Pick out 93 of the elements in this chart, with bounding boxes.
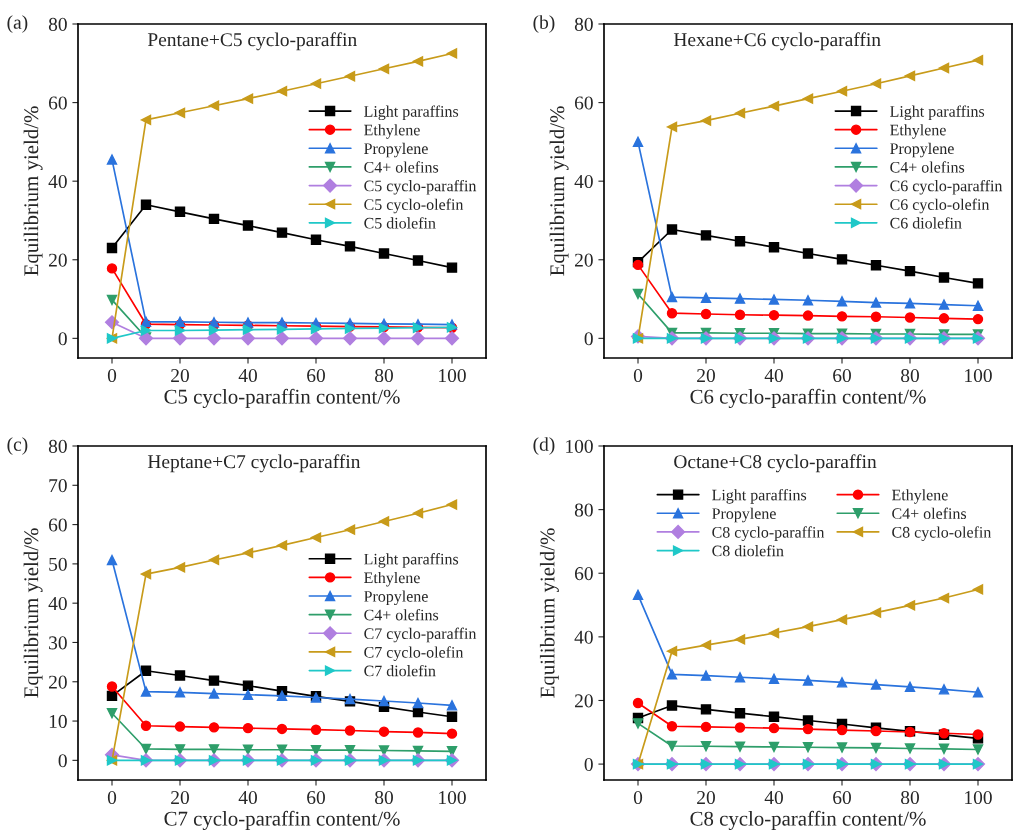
x-tick-label: 0 xyxy=(633,368,643,383)
y-tick-label: 20 xyxy=(574,694,593,708)
x-tick-label: 0 xyxy=(107,368,117,383)
x-axis-title: C5 cyclo-paraffin content/% xyxy=(164,388,400,408)
x-tick-label: 40 xyxy=(238,790,257,805)
y-tick-label: 40 xyxy=(574,174,593,189)
y-axis-title: Equilibrium yield/% xyxy=(549,106,569,276)
legend-label: Propylene xyxy=(890,142,954,158)
x-tick-label: 60 xyxy=(307,368,325,383)
text: (a) xyxy=(7,15,28,33)
x-axis-title: C7 cyclo-paraffin content/% xyxy=(164,810,400,830)
legend-label: C8 cyclo-paraffin xyxy=(712,526,825,541)
legend-label: Light paraffins xyxy=(364,105,459,121)
x-tick-label: 100 xyxy=(439,368,466,383)
legend-label: Light paraffins xyxy=(364,553,459,568)
legend-label: C8 cyclo-olefin xyxy=(892,526,992,541)
text: (d) xyxy=(533,437,555,455)
y-tick-label: 80 xyxy=(48,17,67,31)
chart-title: Pentane+C5 cyclo-paraffin xyxy=(147,32,357,51)
legend-label: C7 cyclo-olefin xyxy=(364,646,464,661)
legend-label: Light paraffins xyxy=(890,105,985,121)
chart-title: Hexane+C6 cyclo-paraffin xyxy=(673,32,881,51)
x-tick-label: 80 xyxy=(375,368,393,383)
legend-label: Propylene xyxy=(364,142,428,158)
x-axis-title: C8 cyclo-paraffin content/% xyxy=(690,810,926,830)
legend-label: C7 diolefin xyxy=(364,664,436,677)
x-tick-label: 100 xyxy=(965,790,992,805)
x-tick-label: 0 xyxy=(633,790,643,805)
x-tick-label: 100 xyxy=(439,790,466,805)
y-tick-label: 40 xyxy=(48,174,67,189)
legend-label: Ethylene xyxy=(891,489,948,504)
y-tick-label: 60 xyxy=(574,96,593,110)
x-axis-title: C6 cyclo-paraffin content/% xyxy=(690,388,926,408)
y-tick-label: 20 xyxy=(48,675,67,689)
x-tick-label: 40 xyxy=(764,790,783,805)
y-tick-label: 10 xyxy=(49,714,67,728)
legend-label: Ethylene xyxy=(890,124,946,139)
y-tick-label: 0 xyxy=(58,332,67,346)
legend-label: C5 cyclo-paraffin xyxy=(364,179,477,195)
x-tick-label: 80 xyxy=(375,790,393,805)
y-tick-label: 80 xyxy=(574,503,593,517)
y-tick-label: 0 xyxy=(584,757,593,772)
legend-label: C7 cyclo-paraffin xyxy=(364,627,477,643)
x-tick-label: 0 xyxy=(107,790,117,805)
legend-label: Ethylene xyxy=(364,571,420,587)
y-tick-label: 20 xyxy=(48,253,67,267)
legend-label: C8 diolefin xyxy=(712,544,784,557)
chart-title: Heptane+C7 cyclo-paraffin xyxy=(147,454,361,473)
x-tick-label: 100 xyxy=(965,368,992,383)
x-tick-label: 40 xyxy=(764,368,783,383)
legend-label: C6 cyclo-paraffin xyxy=(890,179,1003,195)
legend-label: C4+ olefins xyxy=(364,161,439,173)
legend-label: Light paraffins xyxy=(712,488,807,504)
x-tick-label: 60 xyxy=(833,368,851,383)
x-tick-label: 20 xyxy=(171,368,189,383)
y-tick-label: 0 xyxy=(58,754,67,768)
y-tick-label: 0 xyxy=(584,332,593,346)
y-axis-title: Equilibrium yield/% xyxy=(23,528,43,698)
y-tick-label: 60 xyxy=(48,518,67,532)
legend-label: C4+ olefins xyxy=(890,161,965,173)
x-tick-label: 20 xyxy=(697,790,715,805)
x-tick-label: 80 xyxy=(901,368,919,383)
text: (b) xyxy=(533,15,555,33)
legend-label: C4+ olefins xyxy=(364,608,439,621)
legend-label: C6 diolefin xyxy=(890,217,962,229)
y-axis-title: Equilibrium yield/% xyxy=(23,106,43,276)
legend-label: C5 diolefin xyxy=(364,217,436,229)
y-tick-label: 60 xyxy=(574,567,593,581)
legend-label: Propylene xyxy=(712,507,776,523)
x-tick-label: 60 xyxy=(833,790,851,805)
y-axis-title: Equilibrium yield/% xyxy=(539,528,559,698)
text: (c) xyxy=(7,437,28,455)
x-tick-label: 40 xyxy=(238,368,257,383)
y-tick-label: 100 xyxy=(566,439,593,453)
legend-label: C6 cyclo-olefin xyxy=(890,198,990,214)
x-tick-label: 60 xyxy=(307,790,325,805)
y-tick-label: 80 xyxy=(574,17,593,31)
y-tick-label: 60 xyxy=(48,96,67,110)
legend-label: Ethylene xyxy=(364,124,420,139)
y-tick-label: 50 xyxy=(49,557,67,571)
y-tick-label: 70 xyxy=(49,479,67,493)
legend-label: C4+ olefins xyxy=(892,507,967,520)
chart-title: Octane+C8 cyclo-paraffin xyxy=(674,454,877,473)
x-tick-label: 20 xyxy=(171,790,189,805)
x-tick-label: 20 xyxy=(697,368,715,383)
y-tick-label: 20 xyxy=(574,253,593,267)
x-tick-label: 80 xyxy=(901,790,919,805)
legend-label: C5 cyclo-olefin xyxy=(364,198,464,214)
y-tick-label: 80 xyxy=(48,439,67,453)
y-tick-label: 40 xyxy=(48,596,67,611)
y-tick-label: 40 xyxy=(574,630,593,644)
legend-label: Propylene xyxy=(364,590,428,606)
y-tick-label: 30 xyxy=(49,636,67,650)
